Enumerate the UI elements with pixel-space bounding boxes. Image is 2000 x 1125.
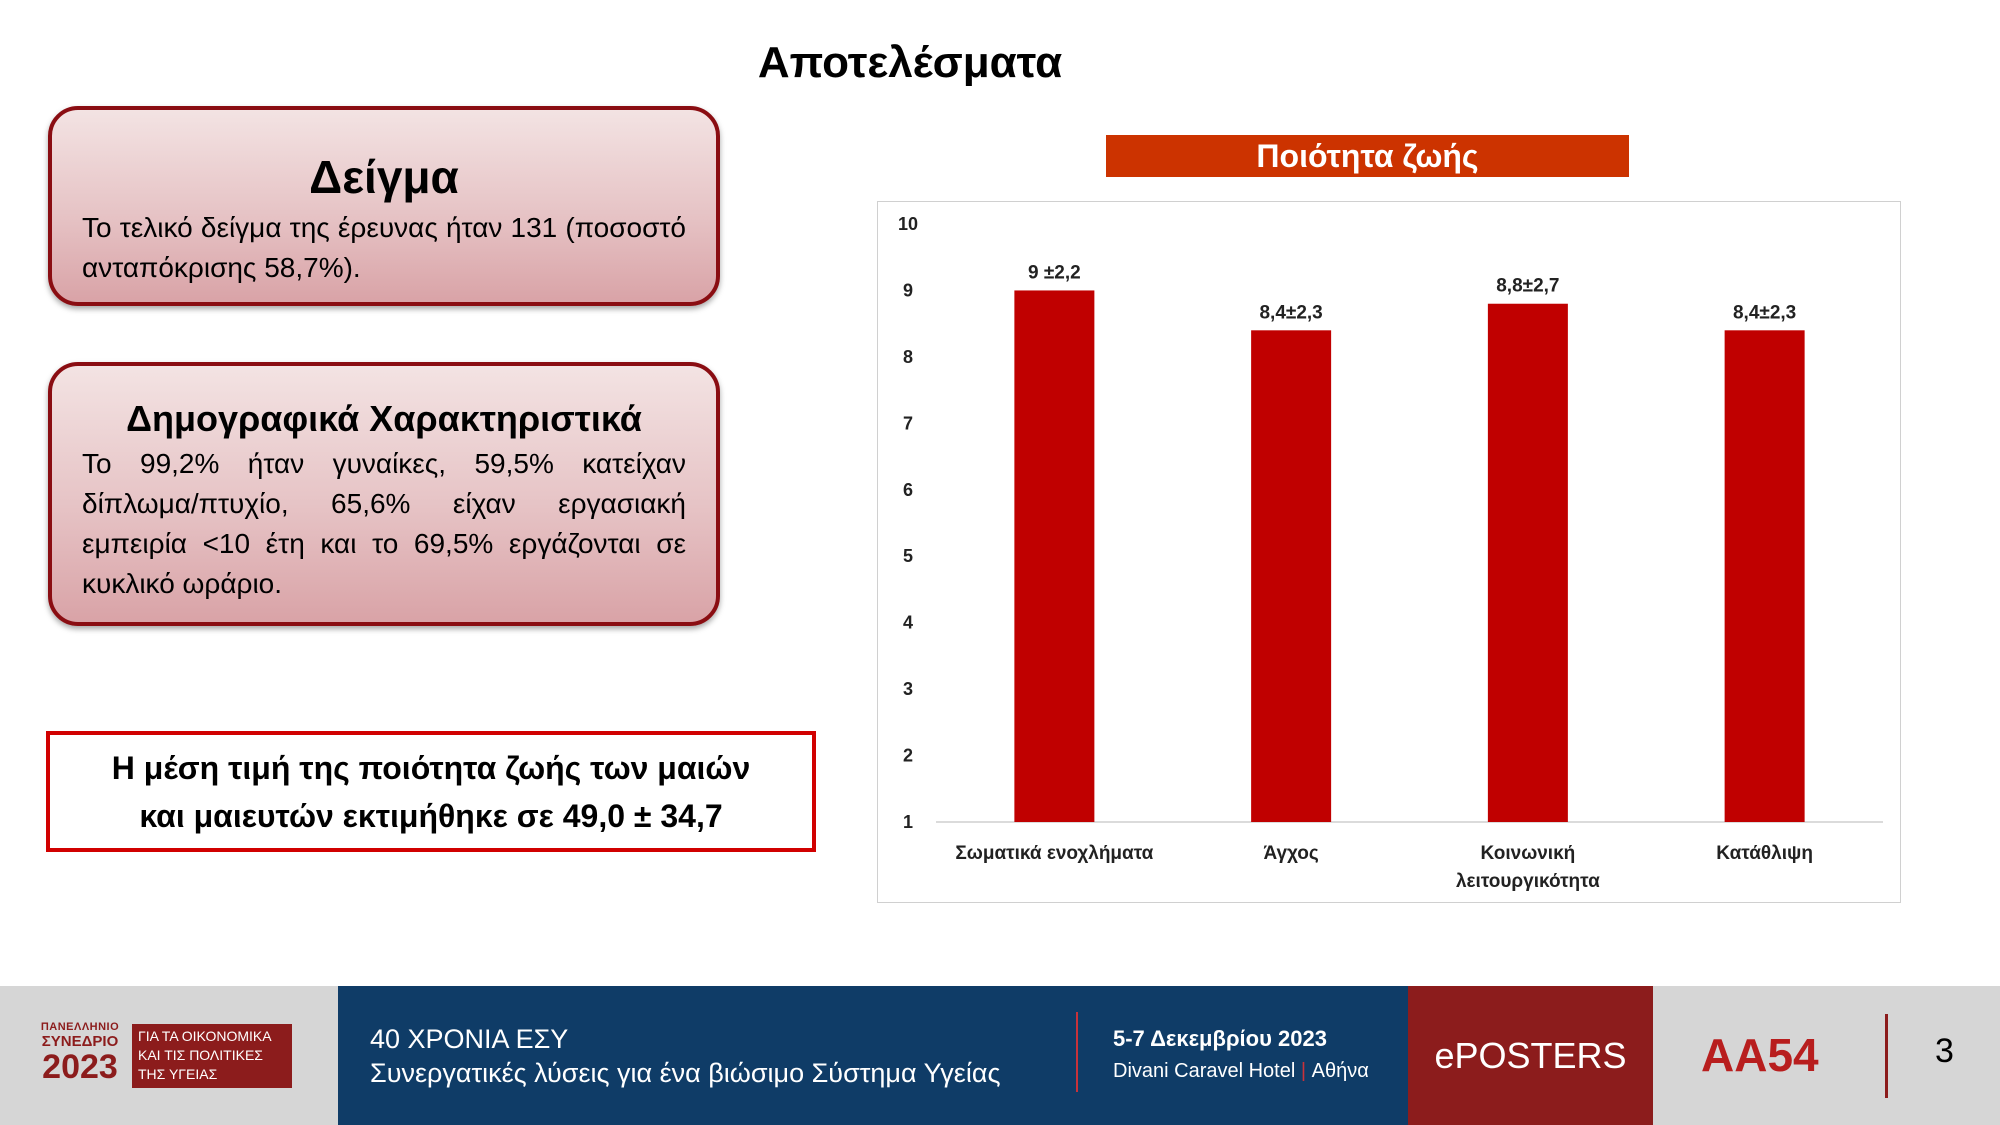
- data-label: 8,4±2,3: [1259, 302, 1322, 323]
- chart-frame: 1 2 3 4 5 6 7 8 9 10 9 ±2,2 Σωματικά ενοχλήματα 8,4±…: [877, 201, 1901, 903]
- demographics-card: Δημογραφικά Χαρακτηριστικά Το 99,2% ήταν…: [48, 362, 720, 626]
- footer-venue-separator: |: [1300, 1060, 1307, 1082]
- footer-date: 5-7 Δεκεμβρίου 2023: [1113, 1026, 1327, 1051]
- demographics-heading: Δημογραφικά Χαρακτηριστικά: [126, 398, 642, 439]
- y-tick-label: 6: [903, 480, 913, 500]
- mean-line-1: Η μέση τιμή της ποιότητα ζωής των μαιών: [111, 749, 751, 786]
- y-tick-label: 5: [903, 546, 913, 566]
- x-tick-label: Σωματικά ενοχλήματα: [955, 843, 1153, 864]
- x-tick-label: λειτουργικότητα: [1456, 871, 1600, 892]
- sample-heading: Δείγμα: [309, 151, 459, 203]
- bar: [1724, 330, 1805, 822]
- data-label: 8,8±2,7: [1496, 276, 1559, 297]
- bar: [1487, 303, 1568, 822]
- page-number: 3: [1935, 1032, 1954, 1070]
- chart-title: Ποιότητα ζωής: [1106, 135, 1629, 177]
- poster-code-divider: [1885, 1014, 1888, 1098]
- bar-chart: 1 2 3 4 5 6 7 8 9 10 9 ±2,2 Σωματικά ενοχλήματα 8,4±…: [898, 214, 1883, 892]
- logo-line-2: ΣΥΝΕΔΡΙΟ: [41, 1033, 119, 1050]
- logo-box: ΓΙΑ ΤΑ ΟΙΚΟΝΟΜΙΚΑ ΚΑΙ ΤΙΣ ΠΟΛΙΤΙΚΕΣ ΤΗΣ …: [132, 1024, 292, 1088]
- sample-card: Δείγμα Το τελικό δείγμα της έρευνας ήταν…: [48, 106, 720, 306]
- sample-text: Το τελικό δείγμα της έρευνας ήταν 131 (π…: [82, 212, 686, 283]
- y-tick-label: 8: [903, 347, 913, 367]
- mean-line-2: και μαιευτών εκτιμήθηκε σε 49,0 ± 34,7: [139, 797, 723, 834]
- logo-box-line-2: ΚΑΙ ΤΙΣ ΠΟΛΙΤΙΚΕΣ: [138, 1047, 263, 1063]
- poster-code-area: AA54 3: [1653, 986, 2000, 1125]
- footer-line-1: 40 ΧΡΟΝΙΑ ΕΣΥ: [370, 1024, 569, 1054]
- x-tick-label: Κοινωνική: [1480, 843, 1575, 864]
- logo-year: 2023: [42, 1048, 118, 1086]
- y-tick-label: 10: [898, 214, 918, 234]
- footer-venue: Divani Caravel Hotel | Αθήνα: [1113, 1060, 1369, 1083]
- footer-divider: [1076, 1012, 1078, 1092]
- footer-venue-city: Αθήνα: [1311, 1060, 1369, 1082]
- data-label: 8,4±2,3: [1733, 302, 1796, 323]
- y-tick-label: 9: [903, 280, 913, 300]
- x-tick-label: Κατάθλιψη: [1716, 843, 1813, 864]
- logo-text: ΠΑΝΕΛΛΗΝΙΟ ΣΥΝΕΔΡΙΟ 2023: [30, 1021, 130, 1084]
- y-tick-label: 7: [903, 413, 913, 433]
- logo-box-line-1: ΓΙΑ ΤΑ ΟΙΚΟΝΟΜΙΚΑ: [138, 1028, 272, 1044]
- conference-logo: ΠΑΝΕΛΛΗΝΙΟ ΣΥΝΕΔΡΙΟ 2023 ΓΙΑ ΤΑ ΟΙΚΟΝΟΜΙ…: [0, 986, 338, 1125]
- poster-code: AA54: [1701, 1029, 1819, 1081]
- footer-line-2: Συνεργατικές λύσεις για ένα βιώσιμο Σύστ…: [370, 1058, 1001, 1088]
- data-label: 9 ±2,2: [1028, 262, 1081, 283]
- y-tick-label: 2: [903, 746, 913, 766]
- eposters-label: ePOSTERS: [1408, 986, 1653, 1125]
- y-tick-label: 4: [903, 613, 913, 633]
- bar: [1014, 290, 1095, 822]
- demographics-text: Το 99,2% ήταν γυναίκες, 59,5% κατείχαν δ…: [82, 448, 686, 599]
- page-title: Αποτελέσματα: [757, 38, 1063, 87]
- footer-info: 40 ΧΡΟΝΙΑ ΕΣΥ Συνεργατικές λύσεις για έν…: [338, 986, 1408, 1125]
- y-tick-label: 3: [903, 679, 913, 699]
- logo-line-1: ΠΑΝΕΛΛΗΝΙΟ: [40, 1021, 120, 1033]
- x-tick-label: Άγχος: [1263, 843, 1318, 864]
- bar: [1251, 330, 1332, 822]
- y-tick-label: 1: [903, 812, 913, 832]
- footer-banner: ΠΑΝΕΛΛΗΝΙΟ ΣΥΝΕΔΡΙΟ 2023 ΓΙΑ ΤΑ ΟΙΚΟΝΟΜΙ…: [0, 986, 2000, 1125]
- logo-box-line-3: ΤΗΣ ΥΓΕΙΑΣ: [138, 1066, 218, 1082]
- footer-venue-hotel: Divani Caravel Hotel: [1113, 1060, 1296, 1082]
- mean-value-box: Η μέση τιμή της ποιότητα ζωής των μαιών …: [46, 731, 816, 852]
